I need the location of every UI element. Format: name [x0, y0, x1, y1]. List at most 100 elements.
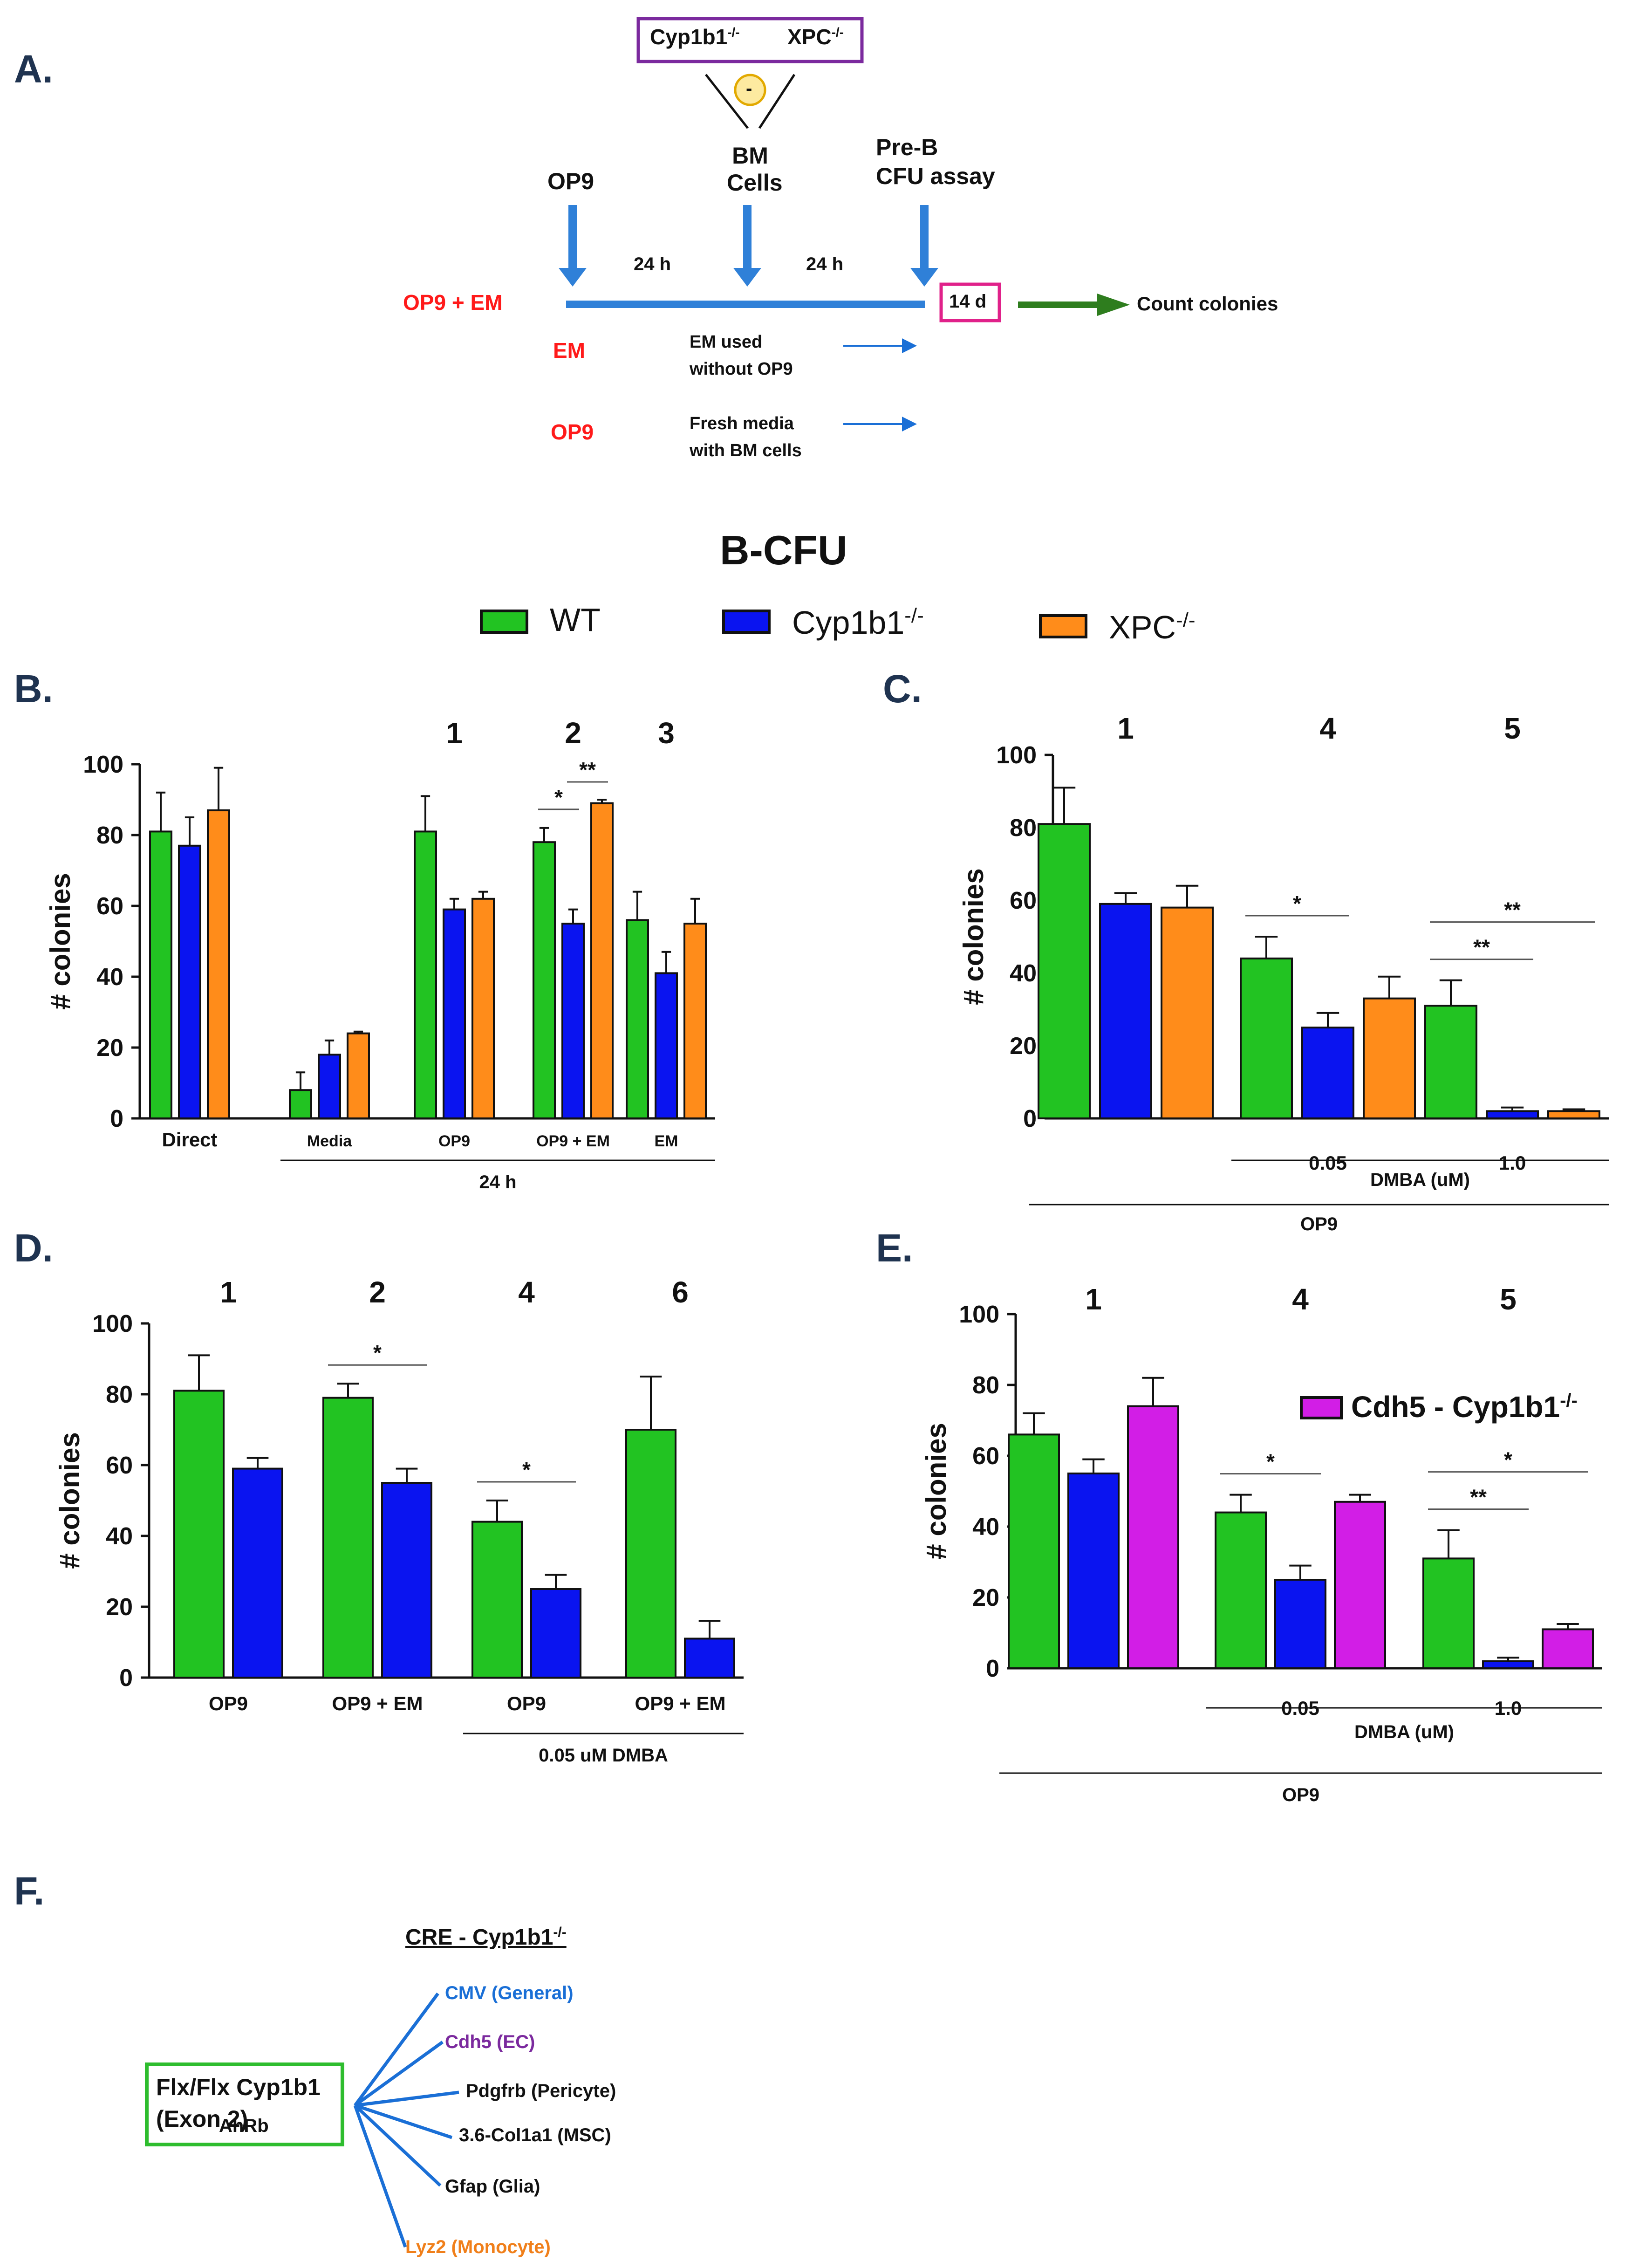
bar-b	[318, 1054, 341, 1120]
cre-target: Gfap (Glia)	[445, 2176, 540, 2197]
days-box	[939, 282, 1001, 322]
bm-label: BM Cells	[727, 143, 783, 196]
y-tick-label: 60	[1010, 887, 1037, 914]
bar-b	[626, 919, 649, 1119]
bar-b	[289, 1089, 312, 1120]
y-tick-label: 80	[972, 1372, 999, 1399]
bar-c	[1363, 997, 1416, 1119]
group-label: EM	[655, 1132, 678, 1150]
group-label: 1.0	[1499, 1152, 1526, 1174]
cre-title: CRE - Cyp1b1-/-	[405, 1925, 567, 1950]
bar-b	[533, 841, 556, 1119]
significance-label: *	[554, 785, 563, 809]
group-number: 1	[446, 716, 463, 750]
group-label: Media	[307, 1132, 352, 1150]
y-tick-label: 20	[1010, 1033, 1037, 1060]
minus-sign: -	[746, 78, 752, 99]
bar-d	[322, 1397, 374, 1679]
funnel-left	[705, 74, 749, 129]
bar-b	[443, 908, 466, 1119]
bar-c	[1547, 1110, 1600, 1120]
legend-swatch-xpc	[1039, 614, 1087, 638]
condition-op9-em: OP9 + EM	[403, 290, 503, 315]
bar-b	[561, 923, 585, 1119]
bar-e	[1215, 1511, 1267, 1669]
bar-c	[1424, 1005, 1477, 1120]
y-tick-label: 0	[1023, 1105, 1037, 1132]
y-tick-label: 20	[106, 1594, 133, 1621]
y-tick-label: 60	[106, 1452, 133, 1479]
arrow-bm	[733, 205, 761, 287]
significance-label: *	[1504, 1448, 1512, 1472]
chart-d: 0 20 40 60 80 100 # colonies 1 OP9 2 OP9 + EM 4 OP9 6…	[54, 1275, 744, 1766]
cre-target: CMV (General)	[445, 1983, 574, 2003]
cre-target: 3.6-Col1a1 (MSC)	[459, 2125, 611, 2145]
y-tick-label: 60	[96, 893, 123, 920]
chart-b: 0 20 40 60 80 100 # colonies Direct Media 1 OP9 2 OP…	[45, 716, 715, 1192]
knockout-xpc: XPC-/-	[787, 25, 844, 49]
arrow-op9	[559, 205, 587, 287]
arrow-preb	[910, 205, 938, 287]
group-number: 2	[369, 1275, 386, 1309]
bar-c	[1486, 1110, 1539, 1120]
y-tick-label: 20	[96, 1035, 123, 1062]
significance-label: **	[1504, 898, 1521, 922]
y-axis-label: # colonies	[45, 873, 76, 1009]
group-number: 4	[1292, 1282, 1309, 1316]
group-label: 0.05	[1309, 1152, 1347, 1174]
y-tick-label: 20	[972, 1584, 999, 1611]
legend-swatch-wt	[480, 610, 528, 634]
time-label-1: 24 h	[634, 254, 671, 274]
group-number: 1	[1117, 712, 1134, 745]
bar-e	[1334, 1501, 1386, 1669]
bar-d	[232, 1467, 283, 1679]
group-number: 5	[1500, 1282, 1517, 1316]
bar-e	[1067, 1473, 1120, 1669]
bar-e	[1422, 1557, 1475, 1670]
bar-b	[207, 809, 230, 1120]
y-tick-label: 40	[1010, 960, 1037, 987]
count-label: Count colonies	[1137, 293, 1278, 315]
knockout-cyp1b1: Cyp1b1-/-	[650, 25, 740, 49]
group-number: 5	[1504, 712, 1521, 745]
ahrb-label: AhRb	[219, 2116, 269, 2136]
y-tick-label: 80	[1010, 815, 1037, 842]
y-tick-label: 40	[972, 1514, 999, 1541]
bar-c	[1301, 1027, 1354, 1119]
legend-label-cdh5: Cdh5 - Cyp1b1-/-	[1351, 1390, 1578, 1424]
panel-label-e: E.	[876, 1226, 913, 1270]
group-number: 1	[220, 1275, 237, 1309]
bar-b	[655, 972, 678, 1120]
y-tick-label: 100	[996, 742, 1037, 769]
panel-label-b: B.	[14, 667, 53, 711]
panel-label-f: F.	[14, 1869, 45, 1913]
y-tick-label: 0	[119, 1665, 133, 1692]
y-axis-label: # colonies	[921, 1423, 952, 1559]
bar-c	[1038, 823, 1091, 1119]
significance-label: *	[1293, 891, 1301, 916]
legend-label-xpc: XPC-/-	[1109, 609, 1196, 645]
panel-label-d: D.	[14, 1226, 53, 1270]
bar-e	[1008, 1433, 1060, 1669]
cre-target: Pdgfrb (Pericyte)	[466, 2081, 616, 2101]
schematic-diagram	[559, 17, 1130, 432]
time-label-2: 24 h	[806, 254, 844, 274]
y-tick-label: 100	[83, 751, 123, 778]
bar-e	[1542, 1628, 1594, 1670]
bar-b	[414, 830, 437, 1119]
significance-label: **	[579, 758, 596, 782]
legend-label-cyp1b1: Cyp1b1-/-	[792, 604, 924, 641]
group-label: OP9 + EM	[332, 1692, 423, 1714]
count-arrow	[1018, 294, 1130, 316]
bracket-label: OP9	[1300, 1214, 1338, 1234]
significance-label: *	[373, 1341, 382, 1365]
cre-tree	[145, 1992, 459, 2248]
bar-d	[530, 1588, 581, 1679]
y-tick-label: 40	[96, 964, 123, 991]
bar-d	[684, 1638, 735, 1679]
fresh-note: Fresh media with BM cells	[690, 414, 802, 460]
y-tick-label: 60	[972, 1443, 999, 1470]
condition-em: EM	[553, 338, 585, 363]
group-label: OP9 + EM	[536, 1132, 610, 1150]
